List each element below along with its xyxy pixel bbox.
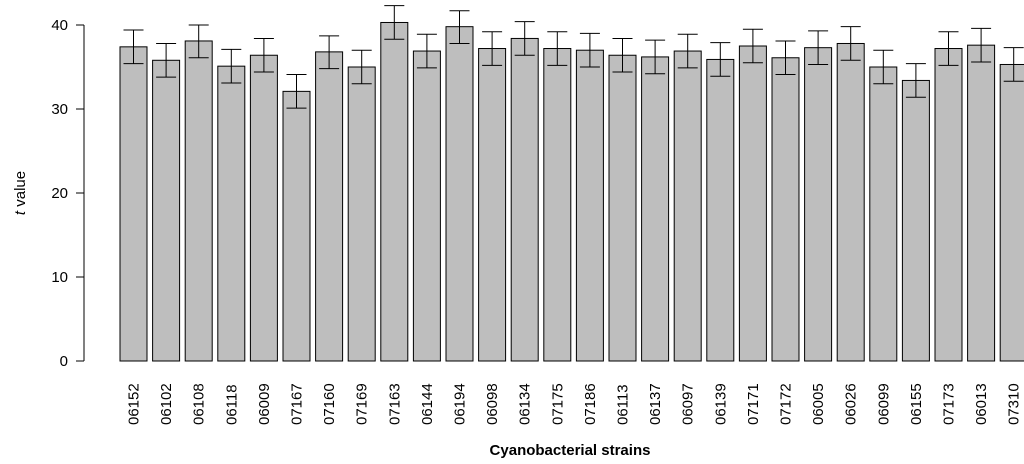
x-tick-label: 07163 <box>386 383 403 425</box>
bar <box>967 44 996 362</box>
y-tick-label: 40 <box>51 17 68 34</box>
y-axis-title-rest: value <box>12 171 29 211</box>
x-tick-label: 06152 <box>126 383 143 425</box>
x-tick-label: 06098 <box>484 383 501 425</box>
x-tick-label: 06013 <box>973 383 990 425</box>
bar <box>249 54 278 362</box>
bar <box>575 49 604 362</box>
bar <box>315 51 344 362</box>
y-tick-label: 10 <box>51 269 68 286</box>
bar <box>119 46 148 362</box>
y-tick-label: 0 <box>60 353 68 370</box>
x-tick-label: 07167 <box>289 383 306 425</box>
x-tick-label: 06108 <box>191 383 208 425</box>
bar <box>934 48 963 362</box>
x-tick-label: 06139 <box>712 383 729 425</box>
x-tick-label: 06144 <box>419 383 436 425</box>
x-tick-label: 07160 <box>321 383 338 425</box>
bars-group <box>119 21 1024 362</box>
x-tick-label: 07310 <box>1006 383 1023 425</box>
x-tick-label: 06097 <box>680 383 697 425</box>
bar <box>478 48 507 362</box>
bar <box>282 90 311 362</box>
bar <box>706 58 735 362</box>
bar <box>673 50 702 362</box>
x-tick-labels: 06152 06102 06108 06118 06009 07167 07160 07169… <box>126 383 1023 425</box>
x-tick-label: 07173 <box>941 383 958 425</box>
error-bars-group <box>123 5 1024 109</box>
bar <box>869 66 898 362</box>
x-tick-label: 07186 <box>582 383 599 425</box>
x-tick-label: 06155 <box>908 383 925 425</box>
x-tick-label: 06026 <box>843 383 860 425</box>
x-tick-label: 07172 <box>778 383 795 425</box>
bar <box>901 79 930 362</box>
x-tick-label: 07171 <box>745 383 762 425</box>
x-tick-label: 06137 <box>647 383 664 425</box>
x-axis-title: Cyanobacterial strains <box>490 442 651 459</box>
x-tick-label: 06134 <box>517 383 534 425</box>
bar <box>152 59 181 362</box>
x-tick-label: 06005 <box>810 383 827 425</box>
x-tick-label: 06009 <box>256 383 273 425</box>
bar <box>738 45 767 362</box>
y-tick-label: 30 <box>51 101 68 118</box>
bar <box>771 57 800 362</box>
bar <box>543 48 572 362</box>
bar <box>380 21 409 362</box>
bar <box>999 63 1024 362</box>
y-axis: 0 10 20 30 40 <box>51 17 85 370</box>
bar <box>510 37 539 362</box>
x-tick-label: 06099 <box>875 383 892 425</box>
x-tick-label: 07175 <box>549 383 566 425</box>
bar <box>184 40 213 362</box>
x-tick-label: 06113 <box>615 384 632 425</box>
bar <box>445 26 474 362</box>
x-tick-label: 06102 <box>158 383 175 425</box>
y-axis-title-italic: t <box>12 210 29 215</box>
bar <box>836 42 865 362</box>
y-axis-title: t value <box>12 171 29 215</box>
bar <box>347 66 376 362</box>
bar <box>217 65 246 362</box>
bar <box>641 56 670 362</box>
x-tick-label: 07169 <box>354 383 371 425</box>
bar <box>412 50 441 362</box>
bar <box>804 47 833 362</box>
y-tick-label: 20 <box>51 185 68 202</box>
x-tick-label: 06194 <box>452 383 469 425</box>
x-tick-label: 06118 <box>223 384 240 425</box>
bar <box>608 54 637 362</box>
